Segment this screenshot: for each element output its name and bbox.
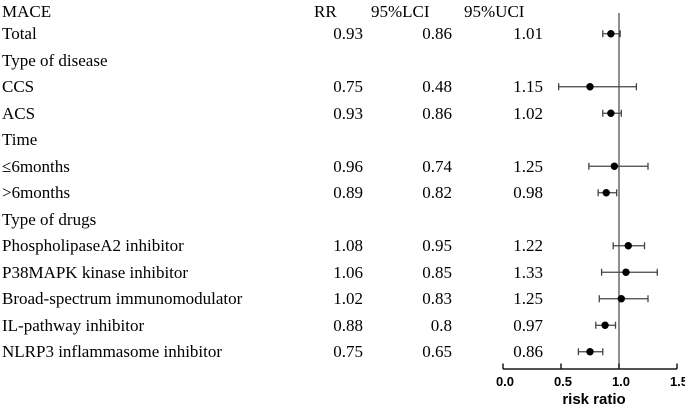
- x-tick-label: 0.0: [496, 374, 514, 389]
- uci-value: 1.15: [513, 77, 543, 96]
- uci-value: 0.86: [513, 342, 543, 361]
- row-label: NLRP3 inflammasome inhibitor: [2, 342, 223, 361]
- point-marker: [586, 83, 594, 91]
- point-marker: [617, 295, 626, 303]
- column-header-rr: RR: [314, 2, 337, 21]
- point-marker: [602, 189, 610, 197]
- uci-value: 1.01: [513, 24, 543, 43]
- lci-value: 0.86: [422, 103, 452, 123]
- table-row: Total 0.93 0.86 1.01: [0, 21, 560, 48]
- table-row: Type of drugs: [0, 207, 560, 234]
- point-marker: [607, 109, 615, 117]
- group-label: Time: [2, 130, 38, 149]
- lci-value: 0.48: [422, 77, 452, 96]
- lci-value: 0.95: [422, 236, 452, 255]
- table-row: NLRP3 inflammasome inhibitor 0.75 0.65 0.86: [0, 339, 560, 366]
- row-label: IL-pathway inhibitor: [2, 315, 145, 335]
- x-tick-label: 1.0: [612, 374, 630, 389]
- uci-value: 1.25: [513, 289, 543, 308]
- row-label: CCS: [2, 77, 35, 96]
- row-label: ≤6months: [2, 156, 70, 176]
- table-row: PhospholipaseA2 inhibitor 1.08 0.95 1.22: [0, 233, 560, 260]
- table-row: ≤6months 0.96 0.74 1.25: [0, 154, 560, 181]
- point-marker: [586, 348, 594, 356]
- column-header-lci: 95%LCI: [371, 2, 430, 21]
- uci-value: 0.97: [513, 315, 543, 335]
- row-label: P38MAPK kinase inhibitor: [2, 262, 189, 282]
- table-row: P38MAPK kinase inhibitor 1.06 0.85 1.33: [0, 260, 560, 287]
- rr-value: 0.75: [333, 342, 363, 361]
- table-row: >6months 0.89 0.82 0.98: [0, 180, 560, 207]
- row-label: ACS: [2, 103, 36, 123]
- group-label: Type of disease: [2, 50, 108, 70]
- table-row: IL-pathway inhibitor 0.88 0.8 0.97: [0, 313, 560, 340]
- lci-value: 0.65: [422, 342, 452, 361]
- x-axis-label: risk ratio: [562, 391, 625, 408]
- point-marker: [624, 242, 632, 250]
- lci-value: 0.82: [422, 183, 452, 202]
- row-label: PhospholipaseA2 inhibitor: [2, 236, 184, 255]
- point-marker: [607, 30, 615, 38]
- lci-value: 0.86: [422, 24, 452, 43]
- x-tick-label: 0.5: [554, 374, 572, 389]
- row-label: Broad-spectrum immunomodulator: [2, 289, 243, 308]
- group-label: Type of drugs: [2, 209, 97, 229]
- uci-value: 0.98: [513, 183, 543, 202]
- rr-value: 0.93: [333, 24, 363, 43]
- lci-value: 0.85: [422, 262, 452, 282]
- table-row: Type of disease: [0, 48, 560, 75]
- lci-value: 0.83: [422, 289, 452, 308]
- rr-value: 1.06: [333, 262, 363, 282]
- uci-value: 1.22: [513, 236, 543, 255]
- table-row: CCS 0.75 0.48 1.15: [0, 74, 560, 101]
- rr-value: 0.96: [333, 156, 363, 176]
- point-marker: [601, 321, 609, 329]
- rr-value: 0.93: [333, 103, 363, 123]
- row-label: Total: [2, 24, 37, 43]
- lci-value: 0.8: [430, 315, 452, 335]
- point-marker: [610, 162, 619, 170]
- point-marker: [622, 268, 630, 276]
- rr-value: 1.08: [333, 236, 363, 255]
- table-row: Broad-spectrum immunomodulator 1.02 0.83 1.…: [0, 286, 560, 313]
- table-row: ACS 0.93 0.86 1.02: [0, 101, 560, 128]
- row-label: >6months: [2, 183, 71, 202]
- rr-value: 0.88: [333, 315, 363, 335]
- lci-value: 0.74: [422, 156, 452, 176]
- uci-value: 1.02: [513, 103, 543, 123]
- uci-value: 1.25: [513, 156, 543, 176]
- rr-value: 0.75: [333, 77, 363, 96]
- rr-value: 1.02: [333, 289, 363, 308]
- column-header-outcome: MACE: [2, 2, 52, 21]
- column-header-uci: 95%UCI: [464, 2, 525, 21]
- x-tick-label: 1.5: [670, 374, 685, 389]
- rr-value: 0.89: [333, 183, 363, 202]
- uci-value: 1.33: [513, 262, 543, 282]
- table-row: Time: [0, 127, 560, 154]
